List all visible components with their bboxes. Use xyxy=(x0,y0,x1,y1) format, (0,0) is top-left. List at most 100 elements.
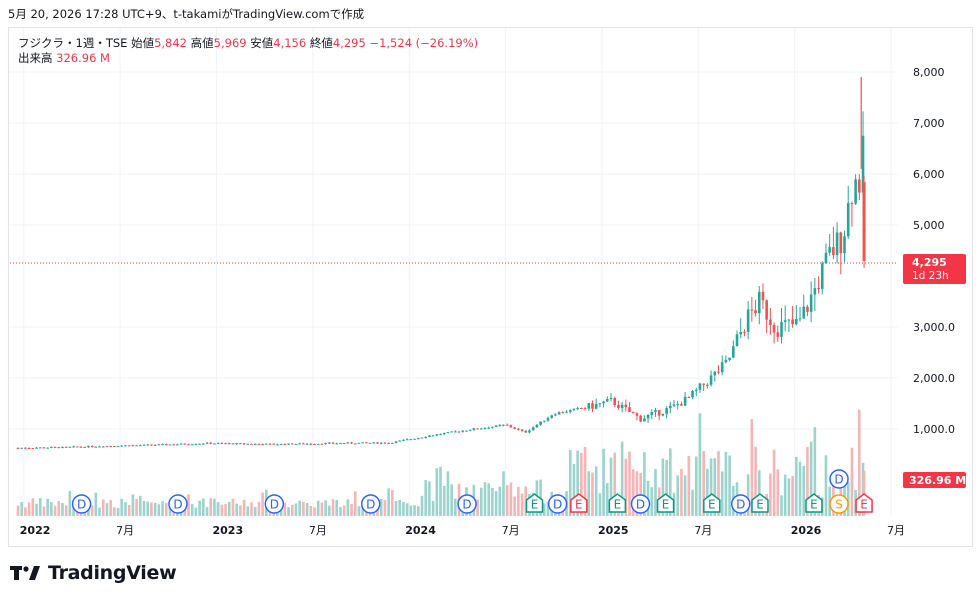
time-axis-label: 2025 xyxy=(598,524,629,537)
candle-body xyxy=(728,357,731,360)
candle-body xyxy=(350,442,353,444)
earnings-marker[interactable]: E xyxy=(608,493,627,513)
volume-bar xyxy=(168,506,172,516)
candle-body xyxy=(483,427,487,429)
volume-bar xyxy=(750,419,754,516)
earnings-marker[interactable]: E xyxy=(656,493,675,513)
candle-body xyxy=(654,410,657,413)
volume-bar xyxy=(316,500,320,516)
volume-bar xyxy=(624,458,628,516)
low-label: 安値 xyxy=(250,36,274,50)
candle-body xyxy=(101,446,105,448)
candle-body xyxy=(235,443,238,445)
volume-bar xyxy=(542,503,546,516)
candle-body xyxy=(661,413,665,416)
dividend-marker[interactable]: D xyxy=(630,494,651,514)
candle-body xyxy=(732,346,735,358)
candle-body xyxy=(394,441,398,443)
candle-body xyxy=(87,445,90,448)
dividend-marker[interactable]: D xyxy=(360,494,381,514)
candle-body xyxy=(754,310,757,314)
candle-body xyxy=(157,444,161,446)
candle-body xyxy=(72,446,75,448)
candle-body xyxy=(461,430,465,432)
volume-bar xyxy=(713,458,717,516)
volume-bar xyxy=(313,507,316,516)
volume-bar xyxy=(428,481,431,516)
dividend-marker[interactable]: D xyxy=(547,494,568,514)
volume-bar xyxy=(783,474,787,516)
candle-body xyxy=(472,428,476,431)
candle-body xyxy=(817,288,820,290)
time-axis-label: 7月 xyxy=(502,524,520,537)
volume-bar xyxy=(431,500,435,516)
volume-bar xyxy=(683,475,687,516)
candle-body xyxy=(858,179,861,193)
candle-body xyxy=(46,447,49,449)
candle-body xyxy=(494,425,498,427)
volume-bar xyxy=(31,498,35,516)
earnings-marker[interactable]: E xyxy=(805,493,823,513)
candle-body xyxy=(216,443,220,445)
candle-body xyxy=(135,445,138,447)
svg-text:S: S xyxy=(835,498,843,512)
volume-bar xyxy=(294,503,298,516)
volume-bar xyxy=(361,505,364,516)
volume-bar xyxy=(61,503,64,516)
time-axis-label: 2026 xyxy=(791,524,822,537)
dividend-marker[interactable]: D xyxy=(168,494,188,514)
earnings-marker[interactable]: E xyxy=(855,493,873,513)
volume-bar xyxy=(839,472,843,516)
tradingview-logo-icon xyxy=(10,566,40,580)
candle-body xyxy=(161,444,164,446)
volume-bar xyxy=(287,507,290,516)
earnings-marker[interactable]: E xyxy=(570,493,588,513)
dividend-marker[interactable]: D xyxy=(457,494,477,514)
svg-text:D: D xyxy=(77,498,86,512)
candle-body xyxy=(557,412,561,415)
volume-bar xyxy=(669,448,672,516)
dividend-marker[interactable]: D xyxy=(730,494,751,514)
candle-body xyxy=(409,439,413,441)
candle-body xyxy=(83,446,87,448)
split-marker[interactable]: S xyxy=(829,494,849,514)
open-value: 5,842 xyxy=(154,36,188,50)
candle-body xyxy=(594,403,598,409)
earnings-marker[interactable]: E xyxy=(703,493,721,513)
volume-bar xyxy=(379,499,383,516)
volume-bar xyxy=(220,504,224,516)
svg-text:E: E xyxy=(531,498,539,512)
candle-body xyxy=(405,439,409,441)
volume-bar xyxy=(139,495,142,516)
dividend-marker[interactable]: D xyxy=(829,469,849,489)
volume-bar xyxy=(435,468,439,516)
volume-bar xyxy=(38,498,42,516)
volume-bar xyxy=(253,507,257,516)
candle-body xyxy=(24,447,27,449)
volume-bar xyxy=(353,491,357,516)
volume-bar xyxy=(246,506,250,516)
candle-body xyxy=(187,444,190,446)
close-value: 4,295 xyxy=(332,36,366,50)
candle-body xyxy=(517,428,520,430)
volume-bar xyxy=(357,506,361,516)
candle-body xyxy=(190,444,194,446)
dividend-marker[interactable]: D xyxy=(71,494,92,514)
volume-bar xyxy=(591,472,594,516)
earnings-marker[interactable]: E xyxy=(751,493,769,513)
candle-body xyxy=(439,434,442,436)
volume-bar xyxy=(416,506,420,516)
candle-body xyxy=(109,445,112,447)
candle-body xyxy=(168,444,172,446)
dividend-marker[interactable]: D xyxy=(264,494,285,514)
tradingview-logo[interactable]: TradingView xyxy=(10,562,177,584)
volume-bar xyxy=(754,446,757,516)
candle-body xyxy=(127,445,131,447)
candle-body xyxy=(79,446,83,448)
symbol-name: フジクラ・1週・TSE xyxy=(18,36,128,50)
candle-body xyxy=(498,425,502,427)
earnings-marker[interactable]: E xyxy=(525,493,544,513)
candle-body xyxy=(606,398,609,402)
candle-body xyxy=(16,447,20,449)
